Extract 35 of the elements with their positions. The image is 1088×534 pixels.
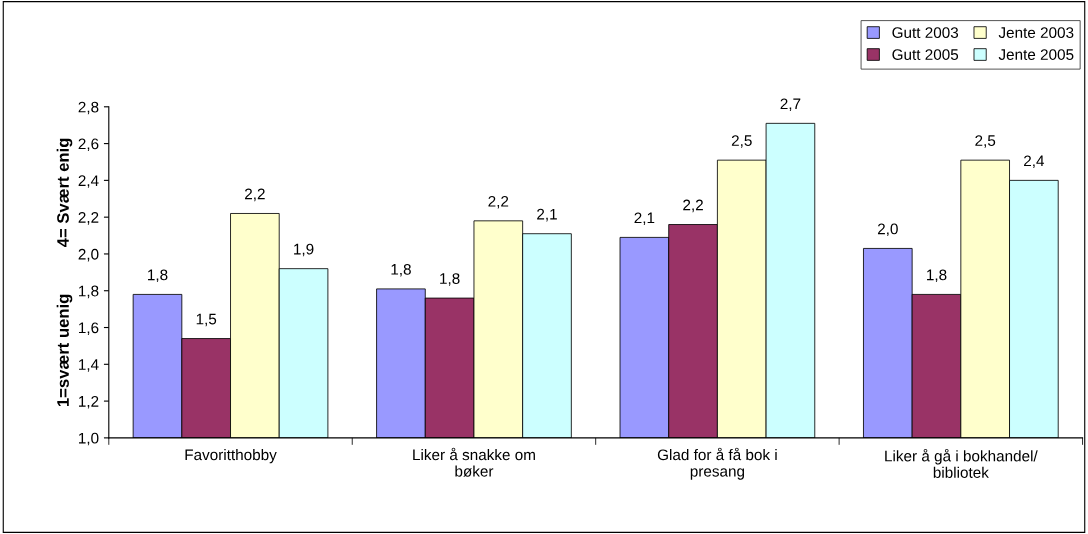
data-label: 2,2 [245, 188, 265, 202]
data-label: 2,2 [488, 195, 509, 209]
x-tick-label: Glad for å få bok i presang [657, 447, 777, 480]
y-tick-label: 2,6 [78, 138, 99, 152]
legend-label: Gutt 2003 [892, 27, 959, 39]
data-label: 1,8 [440, 273, 460, 286]
data-label: 1,9 [294, 243, 314, 257]
data-label: 2,7 [780, 98, 801, 112]
data-label: 2,1 [634, 212, 655, 226]
data-label: 2,0 [877, 223, 898, 237]
legend-label: Jente 2003 [998, 27, 1074, 39]
x-tick-label: Liker å snakke om bøker [413, 447, 535, 477]
x-tick-label: Favoritthobby [185, 448, 277, 464]
y-tick-label: 1,4 [79, 359, 99, 372]
data-label: 1,8 [148, 269, 168, 283]
y-tick-label: 1,8 [79, 285, 99, 299]
data-label: 2,5 [975, 135, 996, 148]
y-tick-label: 2,0 [78, 248, 99, 262]
y-tick-label: 2,8 [78, 101, 99, 115]
y-tick-label: 1,2 [79, 395, 99, 409]
x-tick-label: Liker å gå i bokhandel/ bibliotek [885, 448, 1038, 478]
data-label: 2,1 [537, 208, 557, 222]
y-axis-title: 1=svært uenig 4= Svært enig [56, 138, 73, 407]
data-label: 1,5 [196, 313, 217, 327]
data-label: 2,4 [1024, 155, 1045, 169]
legend-label: Gutt 2005 [892, 49, 959, 60]
y-tick-label: 1,0 [79, 432, 99, 446]
legend-label: Jente 2005 [998, 49, 1074, 60]
data-label: 2,2 [683, 199, 703, 213]
y-tick-label: 2,4 [78, 175, 99, 188]
data-label: 2,5 [731, 135, 752, 148]
data-label: 1,8 [391, 263, 411, 277]
y-tick-label: 2,2 [78, 212, 99, 225]
data-label: 1,8 [927, 269, 947, 283]
y-tick-label: 1,6 [79, 322, 99, 336]
